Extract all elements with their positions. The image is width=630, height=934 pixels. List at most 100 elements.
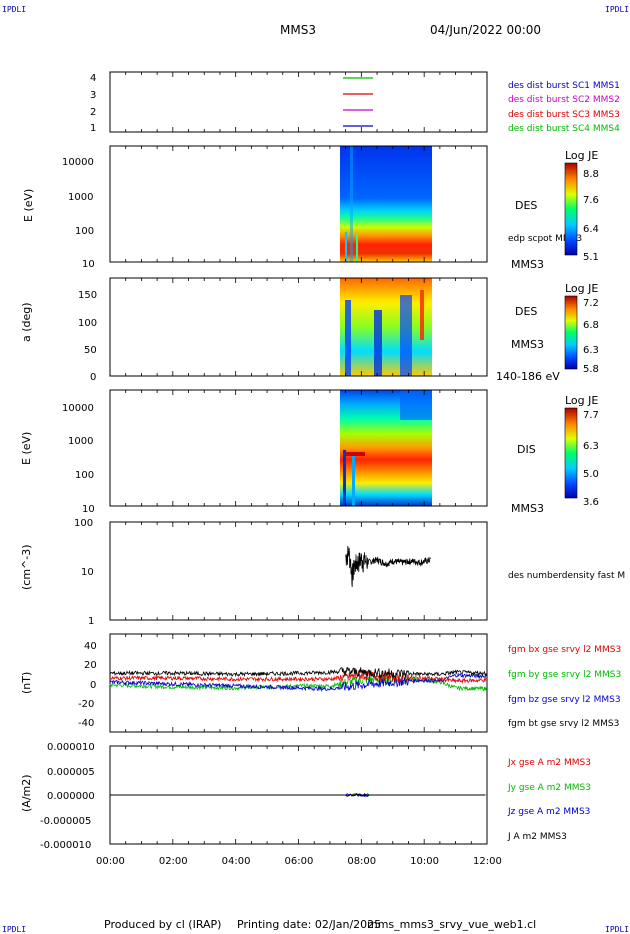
burst-legend-sc2: des dist burst SC2 MMS2 (508, 95, 620, 105)
des-pitch-cbtick-1: 7.2 (583, 298, 599, 309)
dis-energy-stripe-2 (352, 455, 355, 506)
des-pitch-cbtick-4: 5.8 (583, 364, 599, 375)
des-pitch-ylabel: a (deg) (20, 302, 33, 342)
des-energy-heat (340, 146, 432, 262)
mag-ylabel: (nT) (20, 672, 33, 694)
density-legend: des numberdensity fast M (508, 571, 625, 581)
time-axis: 00:00 02:00 04:00 06:00 08:00 10:00 12:00 (96, 856, 502, 867)
dis-energy-cbtick-2: 6.3 (583, 441, 599, 452)
des-energy-ytick-10000: 10000 (62, 157, 94, 168)
panel-dis-energy: 10000 1000 100 10 E (eV) DIS MMS3 Log JE… (20, 389, 599, 515)
des-energy-cbtick-4: 5.1 (583, 252, 599, 263)
mag-legend-bz: fgm bz gse srvy l2 MMS3 (508, 695, 621, 705)
des-energy-cbtick-2: 7.6 (583, 195, 599, 206)
panel-density: 100 10 1 (cm^-3) des numberdensity fast … (20, 518, 625, 627)
cur-legend-jy: Jy gse A m2 MMS3 (507, 783, 591, 793)
dis-energy-ytick-10000: 10000 (62, 403, 94, 414)
footer-printing-date: Printing date: 02/Jan/2025 (237, 918, 381, 931)
panel-burst: 4 3 2 1 des dist burst SC1 MMS1 des dist… (90, 71, 620, 134)
corner-left-logo: IPDLI (2, 5, 26, 14)
cur-ytick-4: -0.000005 (40, 816, 91, 827)
corner-right-logo-bottom: IPDLI (605, 925, 629, 934)
cur-ytick-2: 0.000005 (47, 767, 95, 778)
dis-energy-label: DIS (517, 443, 536, 456)
dis-energy-cbtick-1: 7.7 (583, 410, 599, 421)
dis-energy-sublabel: MMS3 (511, 502, 544, 515)
des-energy-ytick-100: 100 (75, 226, 94, 237)
time-tick-label: 08:00 (347, 856, 376, 867)
panel-des-pitch: 150 100 50 0 a (deg) DES MMS3 140-186 eV… (20, 277, 599, 383)
panel-burst-frame (109, 71, 488, 133)
des-pitch-cbtick-2: 6.8 (583, 320, 599, 331)
burst-ytick-1: 1 (90, 123, 96, 134)
des-pitch-cbtick-3: 6.3 (583, 345, 599, 356)
footer-produced: Produced by cl (IRAP) (104, 918, 221, 931)
des-pitch-heat (340, 278, 432, 376)
des-pitch-ytick-100: 100 (78, 318, 97, 329)
cur-j-line (110, 793, 486, 797)
time-tick-label: 04:00 (222, 856, 251, 867)
corner-right-logo: IPDLI (605, 5, 629, 14)
dis-energy-ytick-10: 10 (82, 504, 95, 515)
time-tick-label: 12:00 (473, 856, 502, 867)
mag-by-line (109, 674, 488, 692)
dis-energy-stripe-4 (400, 390, 432, 420)
density-series-line (345, 545, 431, 587)
des-pitch-ytick-150: 150 (78, 290, 97, 301)
des-energy-colorbar-title: Log JE (565, 149, 598, 162)
mag-legend-by: fgm by gse srvy l2 MMS3 (508, 670, 621, 680)
des-pitch-stripe-3 (400, 295, 412, 376)
dis-energy-colorbar-title: Log JE (565, 394, 598, 407)
des-energy-cbtick-1: 8.8 (583, 169, 599, 180)
mag-ytick-m40: -40 (78, 718, 94, 729)
footer-filename: mms_mms3_srvy_vue_web1.cl (367, 918, 536, 931)
mag-bt-line (109, 666, 488, 680)
cur-ytick-1: 0.000010 (47, 742, 95, 753)
mag-legend-bt: fgm bt gse srvy l2 MMS3 (508, 719, 619, 729)
des-pitch-stripe-1 (345, 300, 351, 376)
tick-marks (109, 72, 488, 844)
burst-legend-sc3: des dist burst SC3 MMS3 (508, 110, 620, 120)
density-ytick-100: 100 (74, 518, 93, 529)
des-energy-stripe-2 (345, 232, 347, 262)
burst-legend-sc4: des dist burst SC4 MMS4 (508, 124, 620, 134)
corner-left-logo-bottom: IPDLI (2, 925, 26, 934)
dis-energy-stripe-3 (345, 452, 365, 456)
mag-legend-bx: fgm bx gse srvy l2 MMS3 (508, 645, 621, 655)
panel-current-density: 0.000010 0.000005 0.000000 -0.000005 -0.… (20, 742, 591, 851)
time-tick-label: 02:00 (159, 856, 188, 867)
time-tick-label: 06:00 (285, 856, 314, 867)
des-energy-colorbar (564, 162, 578, 256)
des-pitch-stripe-4 (420, 290, 424, 340)
cur-legend-jz: Jz gse A m2 MMS3 (507, 807, 590, 817)
burst-ytick-2: 2 (90, 107, 96, 118)
dis-energy-ylabel: E (eV) (20, 432, 33, 465)
des-pitch-label: DES (515, 305, 537, 318)
des-pitch-ytick-50: 50 (84, 345, 97, 356)
burst-legend-sc1: des dist burst SC1 MMS1 (508, 81, 620, 91)
cur-legend-j: J A m2 MMS3 (507, 832, 567, 842)
spacecraft-title: MMS3 (280, 23, 316, 37)
des-pitch-colorbar-title: Log JE (565, 282, 598, 295)
des-pitch-energy-range: 140-186 eV (496, 370, 560, 383)
density-ytick-1: 1 (88, 616, 94, 627)
dis-energy-cbtick-3: 5.0 (583, 469, 599, 480)
des-pitch-stripe-2 (374, 310, 382, 376)
cur-ytick-3: 0.000000 (47, 791, 95, 802)
des-energy-overlay: edp scpot MMS3 (508, 234, 582, 244)
time-tick-label: 10:00 (410, 856, 439, 867)
mag-ytick-20: 20 (84, 660, 97, 671)
des-pitch-ytick-0: 0 (90, 372, 96, 383)
des-energy-ylabel: E (eV) (22, 189, 35, 222)
panel-magnetic-field: 40 20 0 -20 -40 (nT) fgm bx gse srvy l2 … (20, 633, 621, 733)
burst-ytick-4: 4 (90, 73, 96, 84)
des-energy-stripe-3 (356, 234, 358, 262)
density-ytick-10: 10 (81, 567, 94, 578)
mag-bx-line (109, 669, 488, 685)
des-energy-ytick-1000: 1000 (68, 192, 93, 203)
burst-ytick-3: 3 (90, 90, 96, 101)
date-title: 04/Jun/2022 00:00 (430, 23, 541, 37)
panel-des-energy: 10000 1000 100 10 E (eV) DES edp scpot M… (22, 145, 599, 271)
time-tick-label: 00:00 (96, 856, 125, 867)
des-energy-cbtick-3: 6.4 (583, 224, 599, 235)
